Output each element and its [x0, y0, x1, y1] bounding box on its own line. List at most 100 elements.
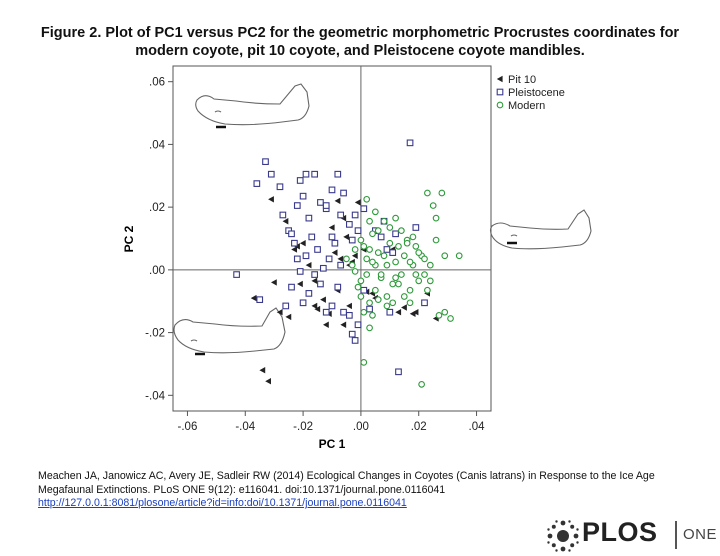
- x-tick-label: -.06: [178, 421, 198, 433]
- data-point: [351, 268, 359, 275]
- data-point: [392, 230, 399, 238]
- data-point: [389, 299, 397, 307]
- data-point: [334, 283, 342, 291]
- data-point: [351, 246, 359, 253]
- data-point: [380, 252, 388, 260]
- data-point: [348, 261, 356, 269]
- data-point: [351, 337, 359, 344]
- figure-title: Figure 2. Plot of PC1 versus PC2 for the…: [20, 24, 700, 60]
- data-point: [395, 280, 402, 288]
- data-point: [374, 296, 382, 304]
- data-point: [426, 261, 434, 269]
- data-point: [360, 205, 368, 213]
- data-point: [319, 264, 327, 272]
- plos-wordmark: PLOS: [582, 517, 658, 547]
- data-point: [415, 249, 423, 256]
- data-point: [343, 233, 350, 241]
- data-point: [285, 313, 292, 321]
- y-tick-label: .02: [149, 202, 165, 214]
- data-point: [276, 183, 284, 191]
- data-point: [311, 271, 319, 278]
- data-point: [401, 304, 407, 311]
- data-point: [369, 230, 376, 238]
- data-point: [426, 277, 434, 285]
- data-point: [412, 309, 419, 316]
- y-tick-label: -.02: [145, 328, 165, 340]
- data-point: [366, 324, 373, 332]
- data-point: [340, 308, 347, 316]
- data-point: [435, 311, 443, 319]
- data-point: [311, 302, 318, 310]
- data-point: [288, 230, 295, 238]
- data-point: [366, 305, 373, 313]
- data-point: [372, 208, 379, 216]
- series-pleistocene: [233, 139, 428, 376]
- data-point: [288, 283, 295, 291]
- data-point: [406, 299, 414, 307]
- data-point: [395, 368, 402, 376]
- data-point: [406, 258, 414, 266]
- x-tick-label: -.04: [235, 421, 255, 433]
- data-point: [337, 211, 345, 219]
- data-point: [363, 271, 371, 278]
- data-point: [432, 236, 440, 244]
- y-tick-label: -.04: [145, 390, 165, 402]
- data-point: [366, 299, 373, 307]
- data-point: [348, 236, 356, 244]
- data-point: [296, 177, 304, 184]
- data-point: [357, 236, 365, 244]
- data-point: [334, 197, 341, 205]
- plos-one-logo: PLOS ONE: [546, 515, 717, 555]
- data-point: [270, 279, 277, 286]
- plos-sunburst-icon: [547, 520, 579, 552]
- data-point: [386, 308, 394, 316]
- mandible-outlines: [173, 83, 592, 356]
- data-point: [383, 293, 391, 300]
- x-tick-label: .00: [353, 421, 369, 433]
- legend-marker: [496, 101, 504, 109]
- data-point: [432, 214, 440, 222]
- data-point: [369, 311, 376, 319]
- legend-label: Pleistocene: [508, 87, 565, 99]
- data-point: [357, 293, 365, 300]
- data-point: [398, 271, 405, 278]
- data-point: [421, 299, 428, 307]
- x-axis-label: PC 1: [319, 437, 346, 451]
- data-point: [386, 224, 394, 231]
- mandible-outline-bottom-left: [173, 307, 286, 356]
- data-point: [267, 170, 275, 178]
- data-point: [265, 378, 271, 385]
- data-point: [351, 211, 359, 219]
- data-point: [360, 308, 368, 316]
- data-point: [317, 199, 324, 206]
- figure-title-line-1: Figure 2. Plot of PC1 versus PC2 for the…: [40, 25, 680, 41]
- data-point: [328, 224, 335, 231]
- data-point: [395, 309, 402, 316]
- data-point: [392, 214, 399, 222]
- data-point: [348, 330, 356, 338]
- data-point: [308, 233, 316, 241]
- data-point: [311, 170, 319, 178]
- data-point: [328, 233, 336, 241]
- data-point: [322, 202, 330, 209]
- scatter-chart: -.06 -.04 -.02 .00 .02 .04 -.04 -.02 .00 .02 .04 .0…: [122, 65, 592, 451]
- mandible-outline-top-left: [195, 83, 310, 129]
- data-point: [400, 293, 408, 300]
- doi-link[interactable]: http://127.0.0.1:8081/plosone/article?id…: [38, 497, 407, 509]
- data-point: [360, 286, 368, 294]
- x-tick-label: -.02: [293, 421, 313, 433]
- data-point: [317, 280, 324, 288]
- data-point: [354, 321, 362, 329]
- y-tick-label: .00: [149, 265, 165, 277]
- data-point: [386, 239, 394, 247]
- data-point: [366, 217, 373, 225]
- legend-marker: [496, 88, 504, 96]
- data-point: [268, 196, 274, 203]
- data-point: [369, 258, 376, 266]
- data-point: [360, 359, 368, 366]
- citation: Meachen JA, Janowicz AC, Avery JE, Sadle…: [38, 470, 698, 511]
- x-tick-label: .04: [469, 421, 486, 433]
- data-point: [392, 258, 399, 266]
- data-point: [337, 255, 344, 263]
